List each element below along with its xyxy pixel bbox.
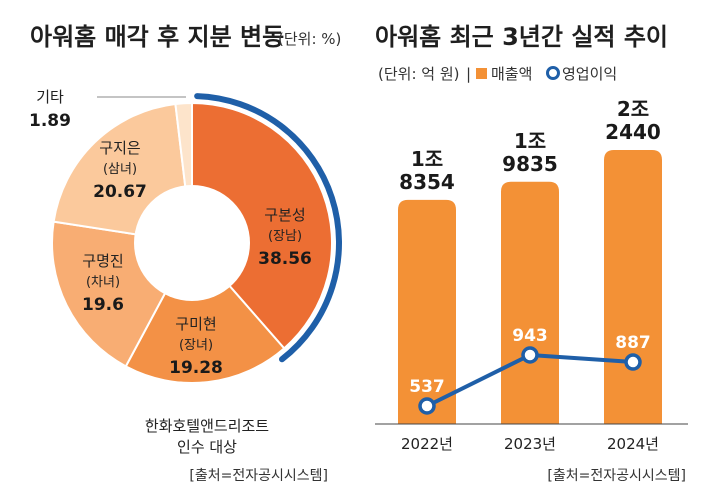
slice-myeongjin-sub: (차녀): [86, 275, 120, 290]
pie-source: [출처=전자공시시스템]: [189, 468, 328, 484]
sales-label-bottom-1: 9835: [502, 152, 558, 176]
slice-jieun-value: 20.67: [93, 182, 147, 202]
x-tick-2: 2024년: [607, 435, 659, 453]
slice-bonseong-name: 구본성: [264, 206, 305, 224]
sales-label-top-2: 2조: [617, 97, 649, 121]
legend-profit-label: 영업이익: [562, 65, 617, 83]
slice-bonseong-sub: (장남): [268, 229, 302, 244]
sales-label-top-1: 1조: [514, 129, 546, 153]
sales-bar-0: [398, 199, 456, 424]
x-tick-0: 2022년: [401, 435, 453, 453]
legend-sales-label: 매출액: [491, 65, 532, 83]
line-series: 537 943 887: [409, 326, 651, 415]
slice-myeongjin-value: 19.6: [82, 295, 124, 315]
slice-etc-name: 기타: [36, 88, 64, 106]
slice-myeongjin-name: 구명진: [82, 252, 123, 270]
donut-hole: [134, 185, 250, 301]
sales-bar-1: [501, 181, 559, 424]
slice-mihyeon-name: 구미현: [175, 315, 216, 333]
slice-mihyeon-sub: (장녀): [179, 338, 213, 353]
pie-title: 아워홈 매각 후 지분 변동: [30, 23, 284, 51]
bar-source: [출처=전자공시시스템]: [547, 468, 686, 484]
profit-point-1: [521, 346, 539, 364]
sales-label-bottom-0: 8354: [399, 170, 455, 194]
slice-mihyeon-value: 19.28: [169, 358, 223, 378]
bar-unit: (단위: 억 원): [378, 65, 460, 83]
legend-profit-marker: [546, 66, 560, 80]
bar-title: 아워홈 최근 3년간 실적 추이: [375, 23, 668, 51]
profit-label-1: 943: [512, 326, 548, 346]
x-tick-labels: 2022년 2023년 2024년: [401, 435, 659, 453]
slice-jieun-sub: (삼녀): [103, 162, 137, 177]
legend-sales-swatch: [476, 68, 487, 79]
profit-label-0: 537: [409, 377, 445, 397]
sales-label-bottom-2: 2440: [605, 120, 661, 144]
profit-point-0: [418, 397, 436, 415]
profit-point-2: [624, 353, 642, 371]
sales-bar-2: [604, 150, 662, 424]
pie-slice-mihyeon: [124, 241, 286, 384]
pie-unit: (단위: %): [278, 30, 341, 48]
acquisition-highlight-arc: [194, 93, 342, 363]
legend-separator: |: [466, 65, 471, 83]
annotation-line-2: 인수 대상: [177, 438, 237, 456]
slice-jieun-name: 구지은: [99, 139, 140, 157]
x-tick-1: 2023년: [504, 435, 556, 453]
slice-etc-value: 1.89: [29, 111, 71, 131]
annotation-line-1: 한화호텔앤드리조트: [145, 417, 269, 435]
slice-bonseong-value: 38.56: [258, 249, 312, 269]
pie-slice-bonseong: [191, 101, 333, 350]
sales-label-top-0: 1조: [411, 147, 443, 171]
profit-label-2: 887: [615, 333, 651, 353]
